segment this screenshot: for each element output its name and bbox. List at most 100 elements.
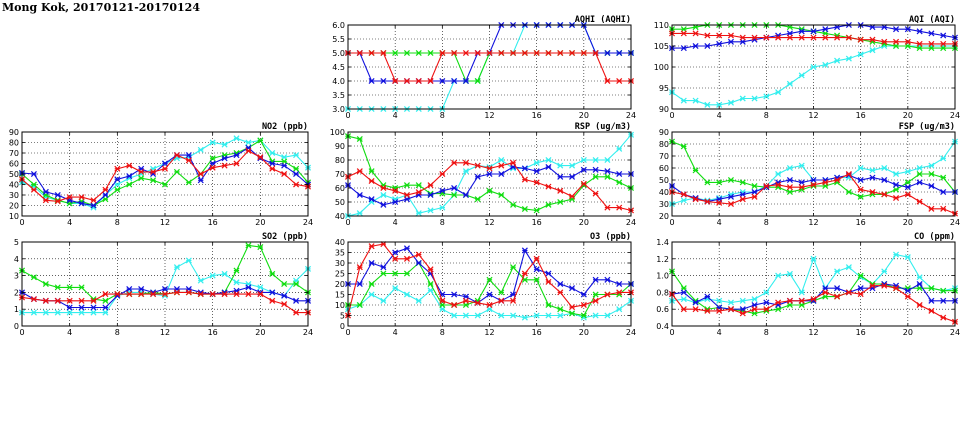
aqhi-point-red-11	[474, 49, 481, 57]
aqi-point-red-12	[810, 34, 817, 41]
o3-point-red-4	[392, 255, 399, 262]
rsp-point-blue-1	[356, 191, 363, 199]
so2-point-blue-19	[245, 284, 252, 291]
co-point-cyan-14	[834, 268, 841, 275]
no2-xtick-label: 24	[303, 218, 313, 227]
aqi-point-red-11	[798, 34, 805, 41]
so2-point-red-23	[293, 309, 300, 316]
aqhi-point-red-5	[403, 77, 410, 85]
o3-point-blue-12	[486, 291, 493, 298]
co-point-cyan-1	[680, 296, 687, 303]
o3-point-green-3	[380, 270, 387, 277]
fsp-point-blue-11	[798, 179, 805, 186]
fsp-point-blue-20	[904, 184, 911, 191]
no2-point-green-14	[185, 179, 192, 186]
rsp-point-green-9	[451, 191, 458, 199]
aqi-point-cyan-13	[822, 61, 829, 68]
rsp-point-red-18	[557, 187, 564, 194]
fsp-point-red-4	[716, 199, 723, 206]
rsp-point-red-4	[392, 187, 399, 194]
so2-point-blue-12	[161, 286, 169, 293]
rsp-point-cyan-3	[380, 191, 387, 199]
fsp-point-green-6	[739, 179, 746, 186]
fsp-ytick-label: 70	[659, 152, 669, 161]
no2-point-cyan-19	[245, 139, 252, 146]
fsp-point-green-2	[692, 167, 699, 174]
fsp-point-red-16	[857, 186, 864, 193]
fsp-ytick-label: 40	[659, 188, 669, 197]
o3-point-blue-3	[380, 264, 387, 271]
no2-ytick-label: 60	[9, 160, 19, 169]
no2-point-red-1	[30, 186, 37, 193]
aqi-point-blue-23	[940, 32, 947, 39]
so2-point-green-5	[78, 284, 85, 291]
rsp-point-green-22	[604, 173, 611, 180]
so2-point-green-20	[257, 244, 264, 251]
no2-ytick-label: 90	[9, 128, 19, 137]
o3-point-cyan-23	[616, 306, 623, 313]
aqhi-xtick-label: 8	[440, 111, 445, 120]
fsp-point-green-16	[857, 193, 864, 200]
co-point-cyan-11	[798, 289, 805, 296]
aqhi-point-blue-3	[380, 77, 387, 85]
rsp-point-green-13	[498, 191, 505, 199]
aqi-point-cyan-17	[869, 47, 876, 54]
no2-point-cyan-18	[233, 135, 240, 142]
o3-point-red-16	[533, 255, 540, 262]
o3-point-red-14	[510, 297, 517, 304]
so2-point-red-4	[66, 297, 73, 304]
aqhi-point-red-1	[356, 49, 363, 57]
aqi-point-red-15	[845, 34, 852, 41]
aqi-xtick-label: 8	[764, 111, 769, 120]
aqi-point-blue-20	[904, 26, 911, 33]
aqi-point-blue-3	[704, 42, 711, 50]
co-ytick-label: 1.4	[656, 238, 669, 247]
aqhi-point-green-4	[392, 49, 399, 57]
rsp-ytick-label: 100	[330, 128, 345, 137]
so2-point-red-18	[233, 291, 240, 298]
fsp-point-red-17	[869, 188, 876, 196]
fsp-point-green-4	[716, 179, 723, 186]
no2-xtick-label: 20	[255, 218, 265, 227]
no2-point-red-17	[221, 162, 228, 169]
o3-point-green-7	[427, 280, 434, 288]
o3-title: O3 (ppb)	[590, 232, 631, 242]
o3-point-cyan-15	[521, 314, 528, 321]
aqhi-point-red-12	[486, 49, 493, 57]
aqi-point-red-6	[739, 34, 746, 41]
no2-point-green-1	[30, 181, 37, 188]
rsp-point-cyan-7	[427, 207, 434, 214]
so2-point-blue-5	[78, 304, 85, 311]
fsp-point-cyan-11	[798, 162, 805, 169]
so2-xtick-label: 20	[255, 328, 265, 337]
no2-point-green-13	[173, 168, 180, 175]
aqhi-point-red-17	[545, 49, 552, 57]
co-point-blue-2	[692, 299, 699, 306]
aqhi-point-green-5	[403, 49, 410, 57]
fsp-xtick-label: 16	[856, 218, 866, 227]
so2-title: SO2 (ppb)	[262, 232, 308, 242]
co-point-red-9	[775, 299, 782, 306]
no2-grid	[22, 132, 308, 216]
aqi-title: AQI (AQI)	[909, 15, 955, 25]
page-title: Mong Kok, 20170121-20170124	[2, 1, 200, 14]
aqi-point-red-14	[834, 34, 841, 41]
o3-point-cyan-11	[474, 312, 481, 319]
so2-ytick-label: 3	[14, 272, 19, 281]
rsp-point-blue-11	[474, 173, 481, 180]
co-point-red-7	[751, 306, 758, 313]
rsp-point-cyan-18	[557, 162, 564, 169]
fsp-point-red-23	[940, 205, 947, 212]
aqi-ytick-label: 95	[659, 84, 669, 93]
rsp-point-red-17	[545, 183, 552, 190]
aqi-point-blue-5	[727, 38, 734, 45]
fsp-point-red-22	[928, 205, 935, 212]
o3-point-blue-9	[451, 291, 458, 298]
fsp-point-cyan-19	[893, 170, 900, 178]
o3-ytick-label: 35	[335, 249, 345, 258]
o3-ytick-label: 5	[340, 312, 345, 321]
so2-point-green-7	[102, 297, 109, 304]
fsp-point-blue-7	[751, 188, 758, 196]
co-ytick-label: 1.0	[656, 272, 669, 281]
aqi-point-red-7	[751, 34, 758, 41]
